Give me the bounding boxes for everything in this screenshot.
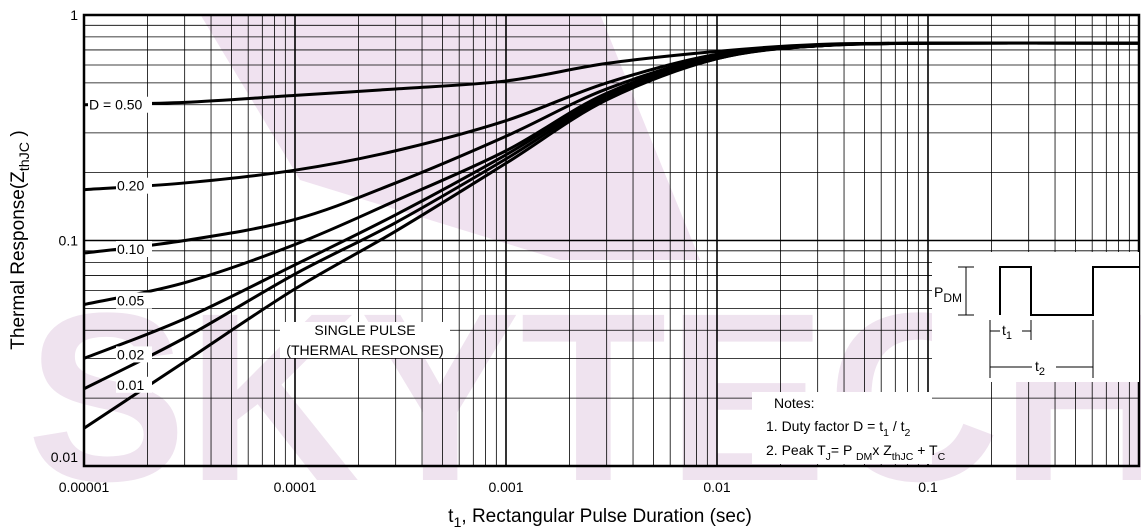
series-label: 0.05 — [117, 293, 144, 309]
label-bg — [116, 241, 152, 258]
subscript: thJC — [17, 142, 33, 171]
label-bg — [1032, 359, 1056, 375]
y-tick-label: 0.01 — [51, 449, 78, 465]
x-tick-label: 0.001 — [488, 479, 523, 495]
subscript: J — [826, 451, 831, 463]
text-part: 1. Duty factor D = t — [766, 418, 883, 434]
notes-bg — [752, 392, 932, 464]
label-bg — [116, 292, 152, 309]
x-tick-label: 0.00001 — [59, 479, 110, 495]
text-part: x Z — [872, 442, 892, 458]
x-axis-label: t1, Rectangular Pulse Duration (sec) — [448, 506, 752, 531]
subscript: thJC — [892, 451, 914, 463]
series-label: 0.02 — [117, 346, 144, 362]
series-label: D = 0.50 — [89, 97, 143, 113]
subscript: DM — [856, 451, 872, 463]
t1-main: t — [1002, 322, 1006, 338]
series-label: 0.10 — [117, 241, 144, 257]
text-part: Thermal Response(Z — [8, 171, 29, 350]
pulse-wave — [999, 266, 1139, 316]
text-part: / t — [889, 418, 905, 434]
t1-sub: 1 — [1006, 330, 1012, 342]
note: 2. Peak TJ= P DMx ZthJC + TC — [766, 442, 946, 463]
text-part: ) — [8, 130, 29, 142]
t1-label: t1 — [1002, 322, 1012, 342]
t2-main: t — [1035, 358, 1039, 374]
series-label: 0.01 — [117, 377, 144, 393]
x-tick-label: 0.01 — [703, 479, 730, 495]
series-label: SINGLE PULSE — [314, 322, 415, 338]
text-part: , Rectangular Pulse Duration (sec) — [461, 506, 751, 527]
pdm-main: P — [934, 284, 943, 300]
text-part: = P — [831, 442, 856, 458]
label-bg — [88, 96, 152, 113]
annotation: (THERMAL RESPONSE) — [286, 342, 443, 358]
inset: PDM t1 t2 — [932, 252, 1139, 382]
y-axis-label: Thermal Response(ZthJC ) — [8, 130, 33, 349]
t2-label: t2 — [1035, 358, 1045, 378]
subscript: C — [938, 451, 946, 463]
notes-title: Notes: — [774, 395, 814, 411]
pdm-sub: DM — [943, 291, 962, 305]
text-part: 2. Peak T — [766, 442, 826, 458]
y-tick-label: 1 — [70, 7, 78, 23]
series-label: 0.20 — [117, 178, 144, 194]
x-tick-label: 0.1 — [918, 479, 938, 495]
text-part: + T — [913, 442, 938, 458]
label-bg — [116, 376, 152, 393]
series-line — [83, 41, 1140, 430]
label-bg — [116, 346, 152, 363]
subscript: 1 — [883, 427, 889, 439]
t2-sub: 2 — [1039, 366, 1045, 378]
text-part: t — [448, 506, 454, 527]
x-tick-label: 0.0001 — [274, 479, 317, 495]
subscript: 1 — [453, 515, 461, 531]
label-bg — [1000, 323, 1022, 339]
y-tick-label: 0.1 — [59, 233, 79, 249]
label-bg — [116, 177, 152, 194]
lines — [83, 41, 1140, 430]
label-bg — [280, 322, 450, 358]
plot-frame — [82, 13, 1141, 468]
subscript: 2 — [905, 427, 911, 439]
pdm-label: PDM — [934, 284, 962, 305]
note: 1. Duty factor D = t1 / t2 — [766, 418, 911, 439]
